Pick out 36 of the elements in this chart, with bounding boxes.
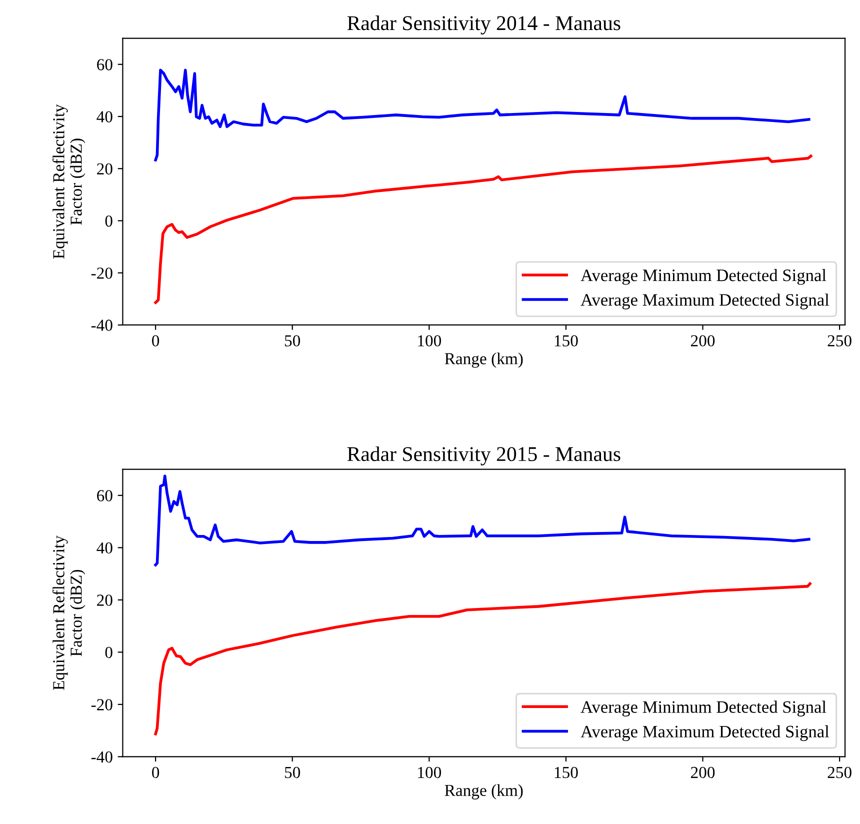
x-tick-label: 150 [554, 766, 578, 778]
y-tick-label: 20 [97, 163, 112, 175]
y-axis-title: Equivalent Reflectivity Factor (dBZ) [52, 104, 86, 259]
x-tick-label: 150 [554, 335, 578, 346]
y-tick-label: 40 [96, 542, 112, 554]
y-tick-label: 60 [97, 59, 112, 70]
x-tick-label: 250 [828, 335, 852, 346]
line-series [154, 68, 810, 162]
legend-label: Average Minimum Detected Signal [580, 700, 826, 716]
x-tick-label: 200 [690, 335, 715, 346]
x-tick-label: 0 [152, 766, 160, 778]
y-tick-label: 0 [105, 215, 112, 227]
y-tick-label: -20 [91, 699, 112, 710]
chart-title: Radar Sensitivity 2015 - Manaus [347, 446, 620, 466]
y-tick-label: 20 [97, 594, 112, 606]
y-tick-label: 60 [97, 490, 112, 502]
legend-label: Average Maximum Detected Signal [580, 294, 830, 310]
y-tick-label: -40 [91, 751, 112, 763]
chart-title: Radar Sensitivity 2014 - Manaus [347, 16, 620, 34]
x-axis-title: Range (km) [444, 352, 523, 368]
x-tick-label: 100 [418, 335, 442, 346]
x-tick-label: 0 [152, 335, 160, 346]
legend-label: Average Maximum Detected Signal [580, 725, 830, 742]
y-axis-title: Equivalent Reflectivity Factor (dBZ) [52, 536, 86, 690]
legend-label: Average Minimum Detected Signal [580, 268, 826, 285]
x-tick-label: 100 [418, 766, 442, 778]
x-axis-title: Range (km) [444, 784, 523, 800]
y-tick-label: 40 [96, 111, 112, 122]
line-series [154, 474, 810, 566]
y-tick-label: -20 [91, 268, 112, 279]
x-tick-label: 50 [284, 766, 300, 778]
x-tick-label: 200 [690, 766, 715, 778]
x-tick-label: 50 [284, 335, 300, 346]
x-tick-label: 250 [828, 766, 852, 778]
y-tick-label: 0 [105, 646, 112, 658]
y-tick-label: -40 [91, 320, 112, 331]
